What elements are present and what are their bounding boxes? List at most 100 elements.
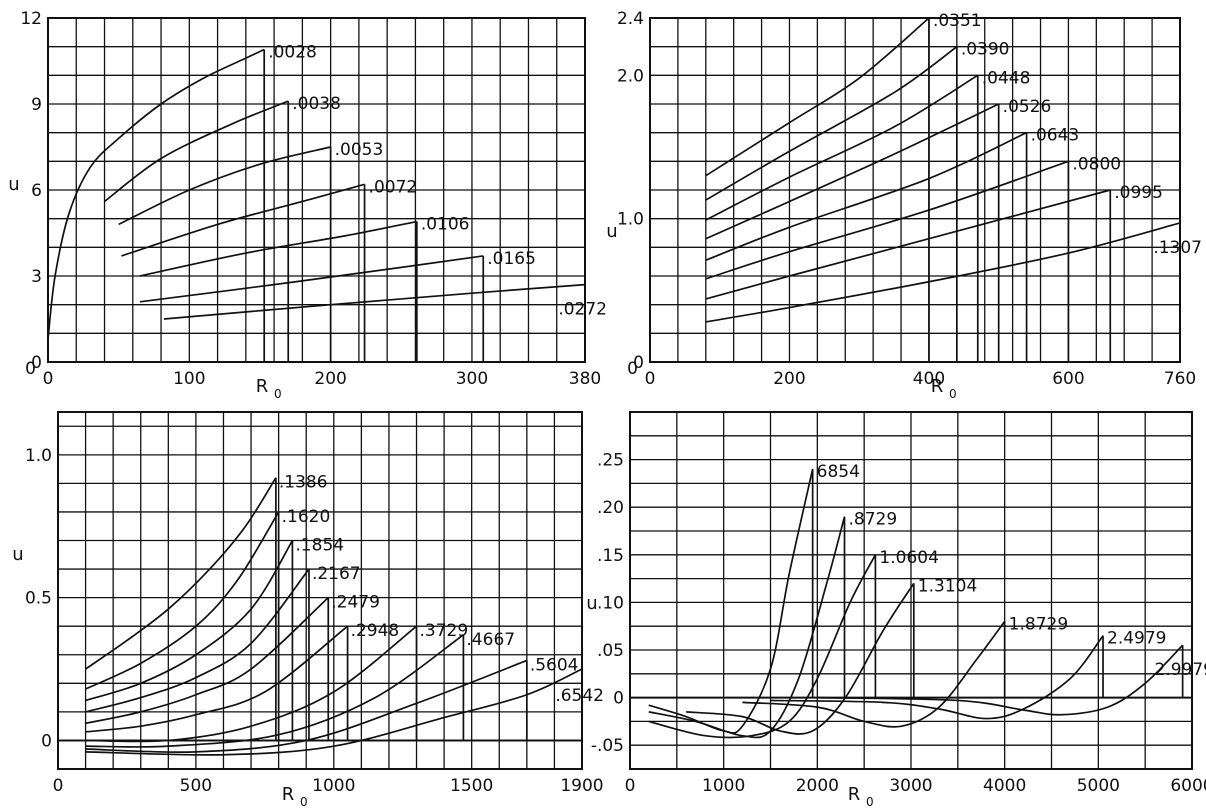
x-tick-label: 0	[53, 776, 64, 796]
x-axis-label-subscript: 0	[300, 795, 308, 809]
series-label: .2167	[312, 564, 361, 584]
series-curve-5	[742, 620, 1006, 728]
y-tick-label: 6	[31, 181, 42, 201]
series-label: .0028	[268, 43, 317, 63]
y-axis-label: u	[606, 221, 617, 242]
x-tick-label: 600	[1052, 369, 1084, 389]
series-label: .0053	[335, 140, 384, 160]
series-label: .0643	[1031, 126, 1080, 146]
y-tick-label: 0	[633, 353, 644, 373]
x-tick-label: 500	[180, 776, 212, 796]
series-label: 1.0604	[879, 548, 938, 568]
y-tick-label: .15	[597, 546, 624, 566]
y-tick-label: .05	[597, 641, 624, 661]
grid-lines	[629, 411, 1193, 770]
series-curve-8	[705, 222, 1181, 323]
x-tick-label: 4000	[983, 776, 1026, 796]
series-curve-8	[85, 634, 464, 748]
series-curve-4	[85, 568, 310, 713]
x-origin-label: 0	[627, 359, 638, 379]
series-curve-1	[648, 468, 814, 734]
y-tick-label: 3	[31, 267, 42, 287]
series-curve-4	[686, 582, 915, 735]
plot-frame	[57, 411, 583, 770]
x-origin-label: 0	[25, 359, 36, 379]
series-label: 2.4979	[1107, 629, 1166, 649]
x-tick-label: 0	[43, 369, 54, 389]
series-curve-7	[817, 644, 1184, 716]
series-label: .0072	[369, 177, 418, 197]
x-tick-label: 6000	[1170, 776, 1206, 796]
x-tick-label: 1900	[560, 776, 603, 796]
series-label: 1.8729	[1009, 614, 1068, 634]
y-axis-label: u	[12, 544, 23, 565]
y-tick-label: .20	[597, 498, 624, 518]
x-tick-label: 3000	[889, 776, 932, 796]
x-axis-label: R	[256, 376, 269, 397]
y-tick-label: .10	[597, 593, 624, 613]
series-curve-6	[85, 625, 349, 733]
series-label: .1307	[1153, 238, 1202, 258]
series-curve-4	[121, 183, 365, 257]
series-label: .1620	[282, 507, 331, 527]
grid-lines	[57, 412, 583, 770]
y-tick-label: 0	[41, 731, 52, 751]
grid-lines	[649, 17, 1181, 363]
x-axis-label: R	[848, 784, 861, 805]
x-tick-label: 380	[569, 369, 601, 389]
series-label: .5604	[530, 655, 579, 675]
series-label: .6542	[555, 686, 604, 706]
y-tick-label: -.05	[591, 736, 624, 756]
series-curve-6	[139, 255, 484, 303]
series-curve-10	[85, 668, 583, 756]
series-curve-1	[85, 477, 277, 670]
x-tick-label: 1500	[450, 776, 493, 796]
x-tick-label: 0	[625, 776, 636, 796]
series-label: .1854	[295, 536, 344, 556]
series-curve-3	[118, 146, 331, 226]
series-curve-1	[705, 17, 930, 177]
x-tick-label: 100	[173, 369, 205, 389]
x-axis-label-subscript: 0	[866, 795, 874, 809]
x-tick-label: 1000	[702, 776, 745, 796]
y-axis-label: u	[8, 174, 19, 195]
grid-lines	[47, 17, 586, 363]
series-curve-1	[47, 48, 265, 340]
series-curve-2	[705, 45, 958, 201]
x-tick-label: 300	[456, 369, 488, 389]
y-axis-label: u	[586, 593, 597, 614]
x-tick-label: 5000	[1077, 776, 1120, 796]
plot-frame	[629, 411, 1193, 770]
x-tick-label: 1000	[312, 776, 355, 796]
series-label: .0448	[982, 68, 1031, 88]
series-label: .0038	[292, 94, 341, 114]
series-label: .2948	[351, 621, 400, 641]
series-curve-2	[85, 511, 280, 690]
series-curve-5	[705, 131, 1027, 262]
y-tick-label: .25	[597, 451, 624, 471]
x-tick-label: 760	[1164, 369, 1196, 389]
y-tick-label: 2.4	[617, 9, 644, 29]
x-axis-label: R	[282, 784, 295, 805]
y-tick-label: 9	[31, 95, 42, 115]
x-tick-label: 200	[773, 369, 805, 389]
series-label: .0526	[1003, 97, 1052, 117]
series-curve-3	[648, 554, 877, 739]
series-label: .2479	[331, 593, 380, 613]
series-label: .8729	[848, 510, 897, 530]
y-tick-label: 1.0	[25, 446, 52, 466]
series-curve-4	[705, 103, 1000, 240]
series-curve-7	[85, 625, 418, 743]
x-tick-label: 0	[645, 369, 656, 389]
plot-frame	[47, 17, 586, 363]
series-label: .0106	[421, 215, 470, 235]
series-label: .0272	[558, 300, 607, 320]
series-label: .4667	[466, 630, 515, 650]
series-label: .0165	[487, 249, 536, 269]
series-curve-6	[705, 160, 1069, 280]
series-curve-3	[85, 540, 294, 702]
